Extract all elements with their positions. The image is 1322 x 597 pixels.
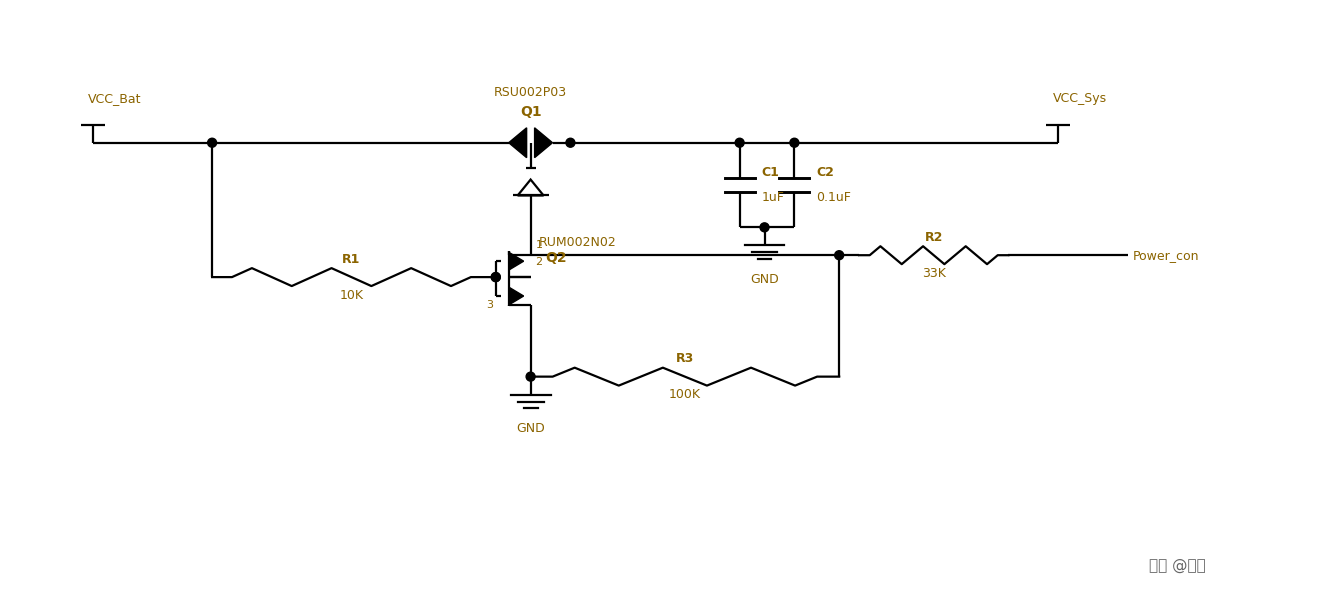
Text: 1: 1 bbox=[535, 240, 542, 250]
Polygon shape bbox=[509, 287, 524, 305]
Text: Power_con: Power_con bbox=[1133, 249, 1199, 261]
Text: 0.1uF: 0.1uF bbox=[816, 192, 851, 204]
Text: 头条 @电巢: 头条 @电巢 bbox=[1149, 558, 1206, 573]
Text: 2: 2 bbox=[535, 257, 543, 267]
Text: C1: C1 bbox=[761, 165, 780, 179]
Text: Q1: Q1 bbox=[520, 105, 542, 119]
Text: R1: R1 bbox=[342, 253, 361, 266]
Text: RUM002N02: RUM002N02 bbox=[538, 236, 616, 249]
Text: Q2: Q2 bbox=[546, 251, 567, 265]
Text: GND: GND bbox=[750, 273, 779, 286]
Text: VCC_Bat: VCC_Bat bbox=[87, 92, 141, 105]
Circle shape bbox=[735, 139, 744, 147]
Circle shape bbox=[566, 139, 575, 147]
Text: 33K: 33K bbox=[921, 267, 945, 279]
Polygon shape bbox=[509, 128, 526, 158]
Text: 1uF: 1uF bbox=[761, 192, 784, 204]
Text: RSU002P03: RSU002P03 bbox=[494, 86, 567, 99]
Polygon shape bbox=[534, 128, 553, 158]
Text: VCC_Sys: VCC_Sys bbox=[1054, 92, 1108, 105]
Polygon shape bbox=[509, 252, 524, 270]
Circle shape bbox=[208, 139, 217, 147]
Circle shape bbox=[760, 223, 769, 232]
Circle shape bbox=[492, 273, 500, 282]
Text: 10K: 10K bbox=[340, 288, 364, 301]
Text: 3: 3 bbox=[485, 300, 493, 310]
Text: R2: R2 bbox=[924, 231, 943, 244]
Text: GND: GND bbox=[516, 423, 545, 435]
Text: 100K: 100K bbox=[669, 388, 701, 401]
Text: C2: C2 bbox=[816, 165, 834, 179]
Circle shape bbox=[492, 273, 500, 282]
Circle shape bbox=[526, 372, 535, 381]
Circle shape bbox=[791, 139, 798, 147]
Circle shape bbox=[834, 251, 843, 260]
Text: R3: R3 bbox=[676, 352, 694, 365]
